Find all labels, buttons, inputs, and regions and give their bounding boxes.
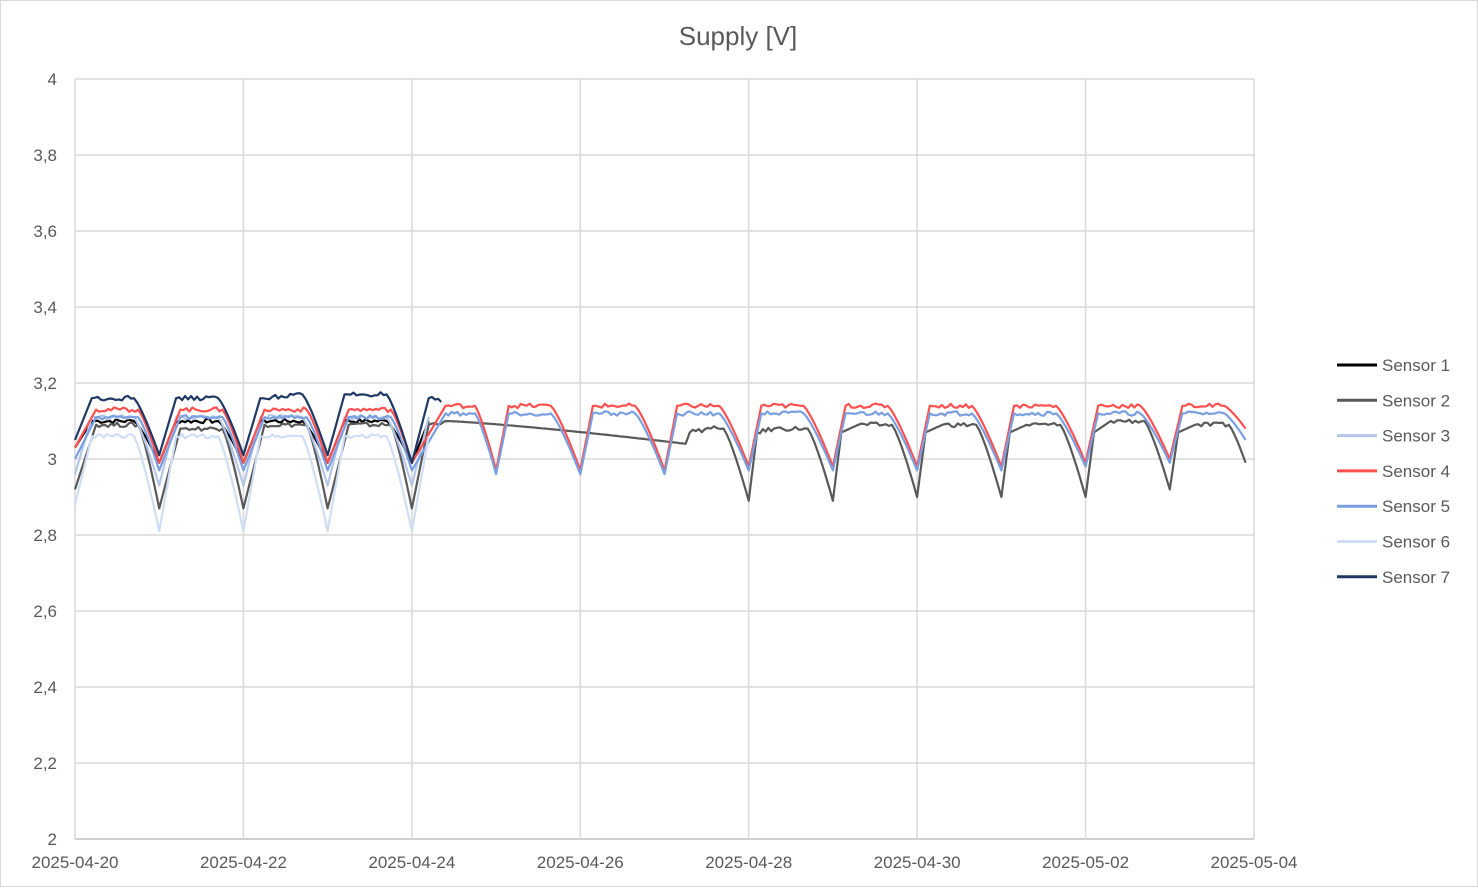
y-tick-label: 2 [48, 830, 57, 849]
y-tick-label: 4 [48, 70, 57, 89]
x-tick-label: 2025-04-26 [537, 853, 624, 872]
y-tick-label: 2,6 [33, 602, 57, 621]
legend: Sensor 1 Sensor 2 Sensor 3 Sensor 4 Sensor 5… [1337, 356, 1450, 587]
y-axis-ticks: 2 2,2 2,4 2,6 2,8 3 3,2 3,4 3,6 3,8 4 [33, 70, 57, 849]
series-line [73, 418, 1247, 510]
x-tick-label: 2025-04-24 [368, 853, 455, 872]
y-tick-label: 2,2 [33, 754, 57, 773]
legend-label: Sensor 6 [1382, 533, 1450, 552]
legend-label: Sensor 4 [1382, 462, 1450, 481]
y-tick-label: 2,8 [33, 526, 57, 545]
legend-label: Sensor 5 [1382, 497, 1450, 516]
y-tick-label: 3,2 [33, 374, 57, 393]
x-axis-ticks: 2025-04-20 2025-04-22 2025-04-24 2025-04-26… [32, 853, 1298, 872]
x-tick-label: 2025-04-28 [705, 853, 792, 872]
y-tick-label: 3,8 [33, 146, 57, 165]
plot-area [73, 391, 1247, 533]
legend-label: Sensor 1 [1382, 356, 1450, 375]
y-tick-label: 3,4 [33, 298, 57, 317]
series-line [73, 391, 443, 464]
x-tick-label: 2025-04-30 [874, 853, 961, 872]
series-line [74, 410, 1247, 476]
legend-label: Sensor 2 [1382, 391, 1450, 410]
gridlines [74, 78, 1255, 840]
y-tick-label: 3 [48, 450, 57, 469]
chart-title: Supply [V] [679, 21, 798, 51]
x-tick-label: 2025-04-20 [32, 853, 119, 872]
legend-label: Sensor 3 [1382, 427, 1450, 446]
x-tick-label: 2025-05-02 [1042, 853, 1129, 872]
x-tick-label: 2025-05-04 [1211, 853, 1298, 872]
y-tick-label: 2,4 [33, 678, 57, 697]
series-line [74, 402, 1247, 472]
legend-label: Sensor 7 [1382, 568, 1450, 587]
y-tick-label: 3,6 [33, 222, 57, 241]
series-line [73, 432, 430, 533]
x-tick-label: 2025-04-22 [200, 853, 287, 872]
